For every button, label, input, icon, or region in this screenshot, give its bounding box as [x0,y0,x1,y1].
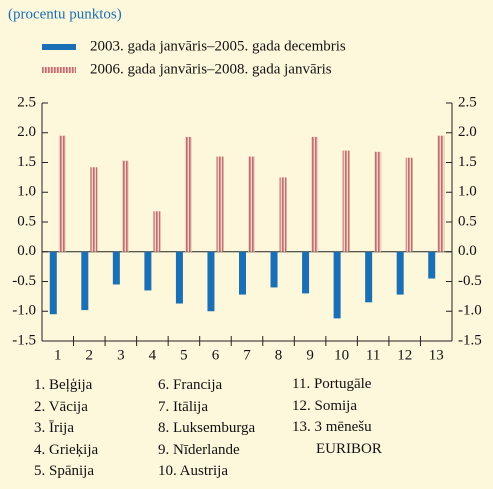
x-tick-label: 13 [429,347,444,363]
y-tick-label: 2.0 [17,124,36,140]
y2-tick-label: 1.5 [458,154,477,170]
bar [90,167,98,252]
y-tick-label: 0.0 [17,243,36,259]
bar [175,251,183,304]
bar [153,211,161,252]
y2-tick-label: 2.0 [458,124,477,140]
x-tick-label: 11 [366,347,380,363]
y-tick-label: -1.0 [12,303,36,319]
bar [437,135,445,252]
key-item: 10. Austrija [158,463,228,479]
y-tick-label: -1.5 [12,332,36,348]
bar [302,251,310,294]
bar [279,177,287,252]
key-item: 11. Portugāle [292,376,372,392]
bar [342,150,350,252]
bar [207,251,215,312]
key-item: 3. Īrija [34,420,74,436]
bar [428,251,436,279]
bar [184,136,192,252]
key-item: 2. Vācija [34,398,88,415]
y2-tick-label: -1.0 [458,303,482,319]
bar [333,251,341,319]
y2-tick-label: 1.0 [458,184,477,200]
x-tick-label: 12 [397,347,412,363]
x-tick-label: 4 [149,347,157,363]
bar [270,251,278,288]
chart-subtitle: (procentu punktos) [8,6,122,22]
key-item: 6. Francija [158,377,223,393]
y-tick-label: 1.5 [17,154,36,170]
key-item: 4. Grieķija [34,441,99,458]
y-tick-label: 1.0 [17,184,36,200]
y-tick-label: -0.5 [12,273,36,289]
key-item: 7. Itālija [158,398,208,415]
bar [374,151,382,252]
key-item: 5. Spānija [34,463,94,479]
bar [239,251,246,295]
y2-tick-label: 2.5 [458,94,477,110]
bar [216,156,224,252]
bar [311,136,319,252]
bar [58,135,66,252]
legend-label: 2003. gada janvāris–2005. gada decembris [90,38,346,54]
x-tick-label: 10 [334,347,349,363]
y2-tick-label: 0.0 [458,243,477,259]
legend-label: 2006. gada janvāris–2008. gada janvāris [90,61,332,77]
x-tick-label: 2 [86,347,94,363]
x-tick-label: 5 [180,347,188,363]
x-tick-label: 8 [275,347,283,363]
x-tick-label: 9 [306,347,314,363]
y2-tick-label: -1.5 [458,332,482,348]
bar [112,251,120,285]
legend-swatch [42,67,76,73]
key-item: 9. Nīderlande [158,441,240,458]
x-tick-label: 7 [243,347,251,363]
bar [405,157,413,252]
bar [365,251,373,303]
x-tick-label: 6 [212,347,220,363]
bar [248,156,255,252]
legend-swatch [42,44,76,50]
key-item: 8. Luksemburga [158,420,256,436]
y2-tick-label: -0.5 [458,273,482,289]
key-item: 12. Somija [292,397,358,414]
bar [121,160,129,252]
y2-tick-label: 0.5 [458,213,477,229]
y-tick-label: 2.5 [17,94,36,110]
x-tick-label: 1 [54,347,62,363]
x-tick-label: 3 [117,347,125,363]
key-item: 13. 3 mēnešu EURIBOR [292,419,382,457]
bar [396,251,404,295]
key-item: 1. Beļģija [34,377,93,393]
y-tick-label: 0.5 [17,213,36,229]
bar [49,251,57,315]
bar [144,251,152,291]
bar [81,251,89,311]
